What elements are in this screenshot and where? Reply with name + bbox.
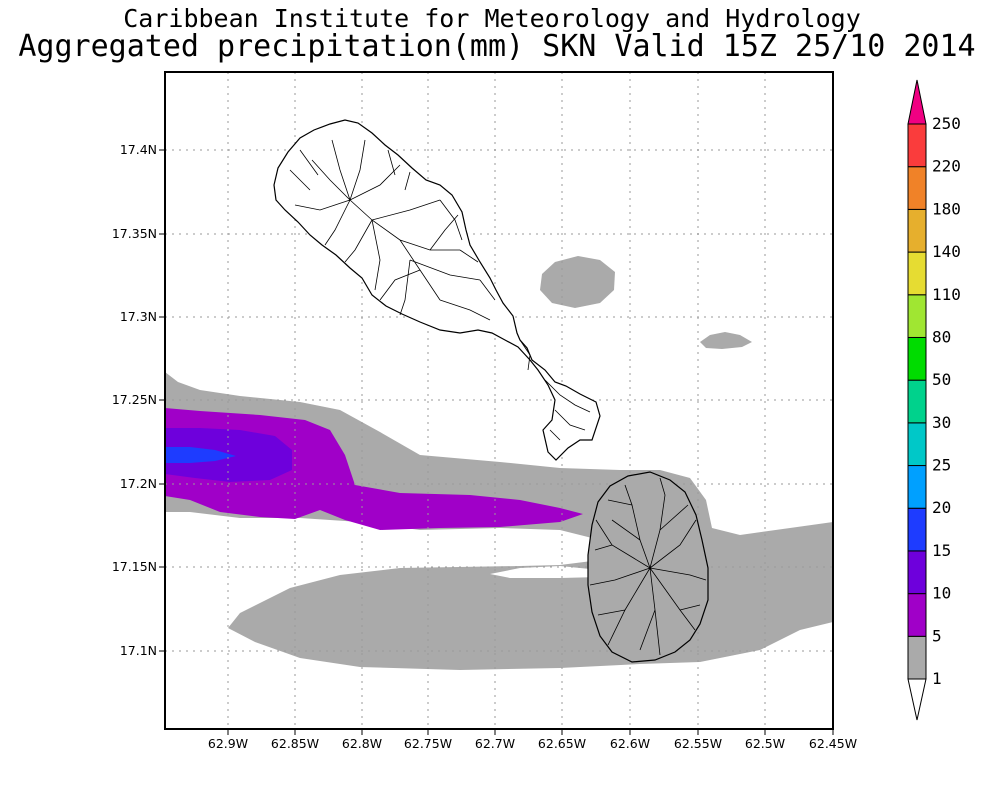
colorbar-box — [907, 465, 927, 509]
colorbar-level-label: 140 — [932, 242, 961, 261]
colorbar-level-label: 220 — [932, 157, 961, 176]
x-tick-label: 62.5W — [745, 736, 785, 751]
colorbar-box — [907, 379, 927, 424]
x-tick-label: 62.8W — [342, 736, 382, 751]
colorbar-level-label: 50 — [932, 370, 951, 389]
title-line-1: Caribbean Institute for Meteorology and … — [123, 4, 861, 33]
island-nevis — [587, 471, 709, 663]
x-tick-label: 62.7W — [475, 736, 515, 751]
nevis-drainage — [589, 477, 707, 656]
title-line-2: Aggregated precipitation(mm) SKN Valid 1… — [18, 29, 975, 64]
colorbar-box — [907, 507, 927, 552]
island-st-kitts — [273, 119, 601, 461]
colorbar-box — [907, 635, 927, 680]
colorbar-box — [907, 422, 927, 467]
y-tick-label: 17.3N — [120, 309, 157, 324]
precipitation-fields — [165, 256, 833, 670]
y-axis-labels: 17.4N 17.35N 17.3N 17.25N 17.2N 17.15N 1… — [112, 142, 157, 658]
st-kitts-drainage — [289, 139, 591, 441]
colorbar-box — [907, 336, 927, 381]
colorbar-box — [907, 294, 927, 338]
colorbar-level-label: 110 — [932, 285, 961, 304]
colorbar-box — [907, 166, 927, 210]
colorbar-level-label: 1 — [932, 669, 942, 688]
precip-patch-small-1-5mm — [700, 332, 752, 349]
colorbar-box — [907, 123, 927, 168]
tick-marks — [159, 149, 834, 735]
x-tick-label: 62.6W — [610, 736, 650, 751]
colorbar-box — [907, 593, 927, 637]
precip-patch-1-5mm — [540, 256, 615, 308]
x-tick-label: 62.85W — [271, 736, 319, 751]
map-plot-area — [159, 71, 834, 735]
y-tick-label: 17.1N — [120, 643, 157, 658]
y-tick-label: 17.4N — [120, 142, 157, 157]
x-tick-label: 62.9W — [208, 736, 248, 751]
colorbar-level-label: 25 — [932, 456, 951, 475]
x-tick-label: 62.55W — [674, 736, 722, 751]
colorbar-box — [907, 208, 927, 253]
x-tick-label: 62.65W — [538, 736, 586, 751]
y-tick-label: 17.2N — [120, 476, 157, 491]
colorbar-level-label: 15 — [932, 541, 951, 560]
colorbar-level-label: 5 — [932, 626, 942, 645]
x-axis-labels: 62.9W 62.85W 62.8W 62.75W 62.7W 62.65W 6… — [208, 736, 857, 751]
colorbar-level-label: 250 — [932, 114, 961, 133]
x-tick-label: 62.45W — [809, 736, 857, 751]
colorbar-box — [907, 251, 927, 296]
precip-core-15-20mm — [165, 447, 236, 463]
colorbar-box — [907, 550, 927, 595]
colorbar-level-label: 30 — [932, 413, 951, 432]
colorbar-level-label: 180 — [932, 199, 961, 218]
colorbar-bottom-arrow — [907, 678, 927, 721]
colorbar-level-label: 10 — [932, 584, 951, 603]
colorbar-level-label: 20 — [932, 498, 951, 517]
y-tick-label: 17.35N — [112, 226, 157, 241]
y-tick-label: 17.25N — [112, 392, 157, 407]
colorbar-top-arrow — [907, 79, 927, 125]
x-tick-label: 62.75W — [404, 736, 452, 751]
y-tick-label: 17.15N — [112, 559, 157, 574]
colorbar-level-label: 80 — [932, 327, 951, 346]
